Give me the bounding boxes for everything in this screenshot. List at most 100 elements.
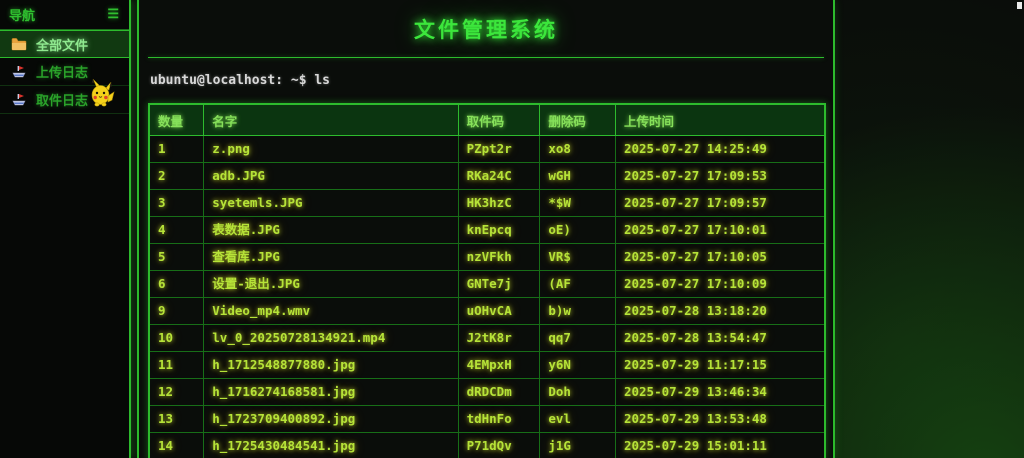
cell-delete-code: oE) [539, 216, 616, 244]
table-row: 10 lv_0_20250728134921.mp4 J2tK8r qq7 2025-0… [148, 324, 826, 352]
cell-pickup-code: P71dQv [457, 432, 541, 458]
cell-filename: h_1712548877880.jpg [203, 351, 459, 379]
file-table: 数量 名字 取件码 删除码 上传时间 1 z.png PZpt2r xo8 2025-07-27… [148, 103, 826, 458]
cell-filename: syetemls.JPG [203, 189, 459, 217]
boat-icon [11, 93, 27, 107]
table-row: 4 表数据.JPG knEpcq oE) 2025-07-27 17:10:01 [148, 216, 826, 244]
cell-pickup-code: 4EMpxH [457, 351, 541, 379]
cell-upload-time: 2025-07-27 17:10:05 [614, 243, 826, 271]
sidebar-item-label: 全部文件 [36, 38, 89, 54]
sidebar-item-label: 取件日志 [36, 94, 89, 109]
cell-pickup-code: knEpcq [457, 216, 541, 244]
hamburger-menu-icon[interactable]: ☰ [107, 7, 119, 22]
cell-filename: lv_0_20250728134921.mp4 [203, 324, 459, 352]
table-header-col-quantity: 数量 [148, 103, 205, 136]
sidebar-item-pickup-log[interactable]: 取件日志 [0, 78, 129, 114]
cell-delete-code: qq7 [539, 324, 616, 352]
cell-upload-time: 2025-07-28 13:54:47 [614, 324, 826, 352]
sidebar-item-label: 上传日志 [36, 66, 89, 81]
cell-upload-time: 2025-07-27 17:09:57 [614, 189, 826, 217]
cell-upload-time: 2025-07-27 17:10:01 [614, 216, 826, 244]
cell-number: 13 [148, 405, 205, 433]
table-header-col-delete-code: 删除码 [539, 103, 616, 136]
cell-delete-code: (AF [539, 270, 616, 298]
table-row: 12 h_1716274168581.jpg dRDCDm Doh 2025-07-29… [148, 378, 826, 406]
table-row: 13 h_1723709400892.jpg tdHnFo evl 2025-07-29… [148, 405, 826, 433]
cell-upload-time: 2025-07-27 17:09:53 [614, 162, 826, 190]
cell-upload-time: 2025-07-29 11:17:15 [614, 351, 826, 379]
cell-upload-time: 2025-07-28 13:18:20 [614, 297, 826, 325]
cell-number: 2 [148, 162, 205, 190]
cell-delete-code: y6N [539, 351, 616, 379]
cell-filename: z.png [203, 135, 459, 163]
cell-delete-code: VR$ [539, 243, 616, 271]
folder-icon [11, 37, 27, 51]
table-header-col-upload-time: 上传时间 [614, 103, 826, 136]
cell-number: 10 [148, 324, 205, 352]
cell-delete-code: Doh [539, 378, 616, 406]
cell-pickup-code: tdHnFo [457, 405, 541, 433]
cell-number: 9 [148, 297, 205, 325]
table-row: 5 查看库.JPG nzVFkh VR$ 2025-07-27 17:10:05 [148, 243, 826, 271]
table-header-row: 数量 名字 取件码 删除码 上传时间 [148, 103, 826, 136]
table-row: 11 h_1712548877880.jpg 4EMpxH y6N 2025-07-29… [148, 351, 826, 379]
cell-number: 1 [148, 135, 205, 163]
table-row: 1 z.png PZpt2r xo8 2025-07-27 14:25:49 [148, 135, 826, 163]
cell-filename: 查看库.JPG [203, 243, 459, 271]
title-divider [148, 57, 824, 58]
cell-upload-time: 2025-07-27 14:25:49 [614, 135, 826, 163]
cell-pickup-code: dRDCDm [457, 378, 541, 406]
cell-number: 12 [148, 378, 205, 406]
sidebar-item-all-files[interactable]: 全部文件 [0, 30, 129, 58]
cell-number: 3 [148, 189, 205, 217]
cell-number: 14 [148, 432, 205, 458]
cell-pickup-code: HK3hzC [457, 189, 541, 217]
table-row: 6 设置-退出.JPG GNTe7j (AF 2025-07-27 17:10:09 [148, 270, 826, 298]
cell-number: 11 [148, 351, 205, 379]
cell-pickup-code: PZpt2r [457, 135, 541, 163]
cell-filename: 表数据.JPG [203, 216, 459, 244]
cell-filename: h_1723709400892.jpg [203, 405, 459, 433]
cell-filename: 设置-退出.JPG [203, 270, 459, 298]
cell-upload-time: 2025-07-29 13:53:48 [614, 405, 826, 433]
table-row: 9 Video_mp4.wmv uOHvCA b)w 2025-07-28 13:18:… [148, 297, 826, 325]
sidebar-item-upload-log[interactable]: 上传日志 [0, 58, 129, 86]
cell-upload-time: 2025-07-29 15:01:11 [614, 432, 826, 458]
table-header-col-pickup-code: 取件码 [457, 103, 541, 136]
cell-delete-code: j1G [539, 432, 616, 458]
terminal-prompt: ubuntu@localhost: ~$ ls [150, 73, 331, 88]
cell-delete-code: *$W [539, 189, 616, 217]
pikachu-sprite-icon [87, 78, 115, 110]
cell-filename: Video_mp4.wmv [203, 297, 459, 325]
cell-filename: h_1716274168581.jpg [203, 378, 459, 406]
cell-pickup-code: J2tK8r [457, 324, 541, 352]
table-header-col-name: 名字 [203, 103, 459, 136]
cell-delete-code: wGH [539, 162, 616, 190]
sidebar-header: 导航 ☰ [0, 0, 129, 30]
boat-icon [11, 65, 27, 79]
cell-filename: adb.JPG [203, 162, 459, 190]
cell-number: 5 [148, 243, 205, 271]
cell-delete-code: xo8 [539, 135, 616, 163]
cell-pickup-code: nzVFkh [457, 243, 541, 271]
cursor-artifact [1017, 2, 1022, 9]
cell-upload-time: 2025-07-27 17:10:09 [614, 270, 826, 298]
table-row: 14 h_1725430484541.jpg P71dQv j1G 2025-07-29… [148, 432, 826, 458]
table-row: 2 adb.JPG RKa24C wGH 2025-07-27 17:09:53 [148, 162, 826, 190]
cell-upload-time: 2025-07-29 13:46:34 [614, 378, 826, 406]
cell-delete-code: evl [539, 405, 616, 433]
cell-number: 4 [148, 216, 205, 244]
sidebar-title: 导航 [9, 9, 36, 24]
cell-number: 6 [148, 270, 205, 298]
cell-filename: h_1725430484541.jpg [203, 432, 459, 458]
table-row: 3 syetemls.JPG HK3hzC *$W 2025-07-27 17:09:5… [148, 189, 826, 217]
main-panel: 文件管理系统 ubuntu@localhost: ~$ ls 数量 名字 取件码 删除… [137, 0, 835, 458]
cell-pickup-code: GNTe7j [457, 270, 541, 298]
cell-pickup-code: RKa24C [457, 162, 541, 190]
file-table-header: 数量 名字 取件码 删除码 上传时间 [148, 103, 826, 136]
sidebar: 导航 ☰ 全部文件 上传日志 [0, 0, 131, 458]
cell-pickup-code: uOHvCA [457, 297, 541, 325]
page-title: 文件管理系统 [414, 18, 558, 42]
cell-delete-code: b)w [539, 297, 616, 325]
file-table-body: 1 z.png PZpt2r xo8 2025-07-27 14:25:49 2 adb.J… [148, 135, 826, 458]
